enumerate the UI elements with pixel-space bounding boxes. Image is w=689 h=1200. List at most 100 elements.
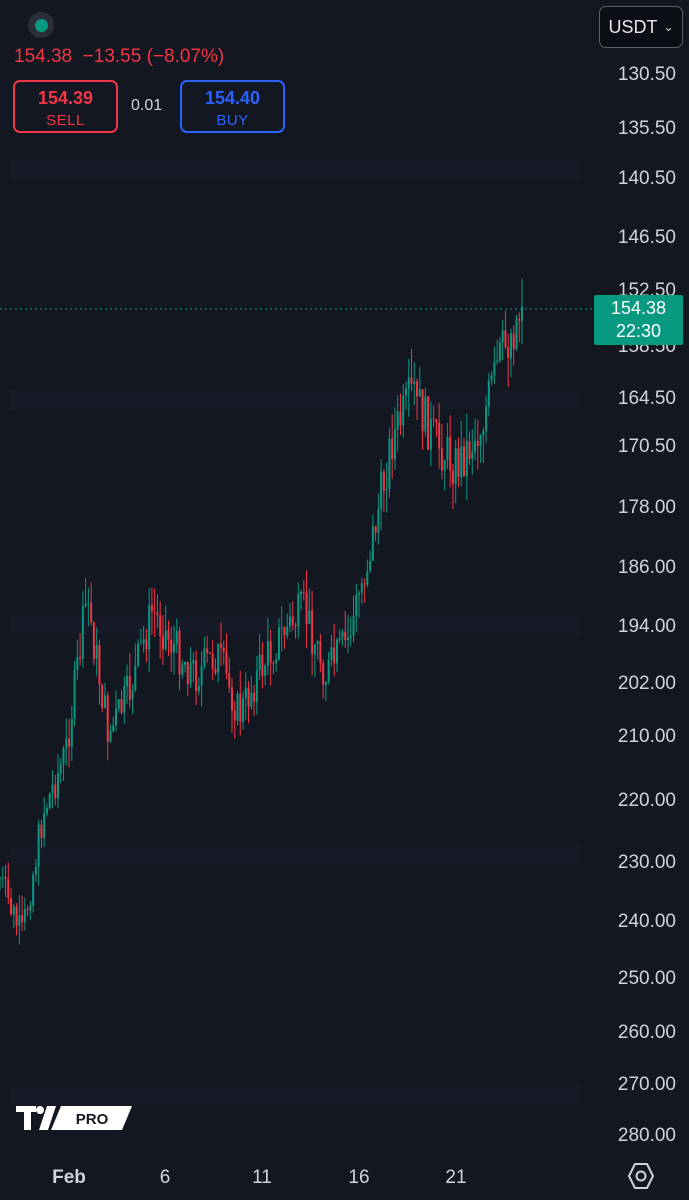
- candle-body: [219, 643, 222, 648]
- candle-body: [269, 641, 272, 663]
- candle-body: [313, 644, 316, 655]
- price-axis-tick: 220.00: [618, 790, 676, 811]
- candle-body: [463, 446, 465, 477]
- price-axis-tick: 140.50: [618, 168, 676, 189]
- candle-body: [512, 333, 515, 350]
- candle-body: [109, 731, 112, 742]
- candle-body: [253, 692, 256, 702]
- watermark-band: [10, 160, 580, 180]
- candle-body: [341, 631, 344, 638]
- candle-body: [327, 660, 330, 682]
- price-axis[interactable]: 130.50135.50140.50146.50152.50158.50164.…: [618, 64, 676, 1146]
- buy-button[interactable]: 154.40 BUY: [180, 80, 285, 133]
- candle-body: [1, 877, 4, 879]
- candle-body: [302, 591, 305, 593]
- candle-body: [460, 446, 463, 478]
- candle-body: [504, 330, 507, 347]
- candle-body: [222, 647, 225, 652]
- candle-body: [316, 641, 319, 645]
- candle-body: [90, 602, 93, 623]
- candle-body: [43, 813, 46, 839]
- logo-label: PRO: [76, 1111, 109, 1128]
- candle-body: [322, 663, 325, 685]
- candle-body: [173, 643, 175, 653]
- last-price-badge: 154.38 22:30: [594, 295, 683, 345]
- settings-icon[interactable]: [627, 1162, 655, 1190]
- candle-body: [493, 361, 496, 376]
- candle-body: [474, 441, 477, 453]
- buy-price: 154.40: [204, 88, 261, 108]
- candle-body: [418, 389, 421, 397]
- price-axis-tick: 260.00: [618, 1022, 676, 1043]
- candle-body: [324, 681, 327, 685]
- candle-body: [239, 693, 242, 722]
- currency-label: USDT: [608, 16, 658, 37]
- candle-body: [112, 724, 115, 732]
- candle-body: [57, 773, 59, 799]
- candle-body: [355, 595, 358, 616]
- candle-body: [424, 396, 427, 432]
- candle-body: [402, 395, 405, 426]
- candle-body: [471, 452, 474, 459]
- price-axis-tick: 194.00: [618, 616, 676, 637]
- candle-body: [153, 611, 156, 613]
- candle-body: [338, 637, 341, 640]
- candle-body: [68, 738, 71, 747]
- candle-body: [476, 441, 479, 447]
- candle-body: [311, 610, 314, 655]
- candle-body: [363, 583, 366, 585]
- candle-body: [236, 693, 239, 721]
- currency-select[interactable]: USDT ⌄: [599, 6, 683, 48]
- candle-body: [123, 686, 126, 713]
- candle-body: [148, 605, 151, 650]
- candle-body: [515, 318, 518, 350]
- candle-body: [211, 653, 214, 669]
- candle-body: [405, 388, 407, 396]
- candle-body: [244, 687, 247, 699]
- watermark-band: [10, 615, 580, 635]
- candle-body: [167, 630, 170, 640]
- candle-body: [485, 406, 488, 431]
- price-change-text: 154.38 −13.55 (−8.07%): [14, 46, 225, 67]
- candle-body: [300, 591, 303, 595]
- candle-body: [26, 908, 29, 911]
- candle-body: [200, 665, 203, 686]
- price-axis-tick: 170.50: [618, 436, 676, 457]
- time-axis[interactable]: Feb 6 11 16 21: [52, 1167, 466, 1188]
- candle-body: [349, 635, 352, 638]
- candle-body: [115, 708, 117, 725]
- candle-body: [139, 643, 142, 645]
- sell-button[interactable]: 154.39 SELL: [13, 80, 118, 133]
- candle-body: [490, 375, 493, 381]
- watermark-layer: [10, 160, 580, 1105]
- candle-body: [126, 676, 129, 687]
- candle-body: [23, 908, 26, 923]
- candle-body: [15, 906, 18, 926]
- candle-body: [21, 915, 24, 923]
- candle-body: [454, 448, 457, 484]
- candle-body: [186, 662, 189, 684]
- time-axis-tick: 21: [445, 1167, 466, 1188]
- candle-body: [197, 685, 200, 692]
- price-axis-tick: 164.50: [618, 388, 676, 409]
- candle-body: [358, 593, 361, 596]
- candle-body: [432, 418, 435, 420]
- candle-body: [421, 389, 424, 432]
- candle-body: [161, 636, 164, 650]
- candle-body: [518, 318, 521, 321]
- candle-body: [374, 526, 377, 533]
- candle-body: [217, 643, 220, 673]
- candle-body: [344, 631, 347, 641]
- candle-body: [446, 436, 449, 460]
- candle-body: [380, 471, 383, 510]
- tradingview-logo-icon: PRO: [16, 1106, 132, 1130]
- candle-body: [416, 381, 419, 397]
- candle-body: [258, 654, 261, 671]
- candle-body: [410, 377, 413, 384]
- candle-body: [164, 630, 167, 650]
- status-dot-icon[interactable]: [28, 12, 54, 38]
- candle-body: [117, 699, 120, 709]
- candle-body: [482, 430, 485, 436]
- candle-body: [95, 645, 98, 659]
